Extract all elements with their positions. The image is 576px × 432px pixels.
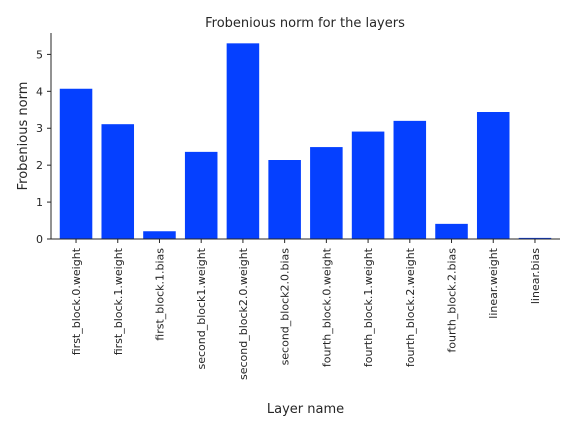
bar-7 — [351, 131, 385, 239]
bar-5 — [268, 160, 301, 239]
bar-11 — [518, 237, 552, 239]
x-tick-label-10: linear.weight — [487, 247, 500, 318]
bar-10 — [476, 112, 510, 239]
x-tick-label-4: second_block2.0.weight — [237, 247, 250, 380]
chart-title: Frobenious norm for the layers — [205, 16, 405, 31]
y-tick-label-0: 0 — [36, 233, 43, 246]
x-tick-label-6: fourth_block.0.weight — [320, 247, 333, 367]
x-tick-label-0: first_block.0.weight — [70, 247, 83, 355]
x-axis-ticks: first_block.0.weight first_block.1.weight… — [70, 239, 542, 380]
y-axis-ticks: 0 1 2 3 4 5 — [36, 48, 51, 246]
bar-0 — [59, 88, 93, 239]
y-tick-label-5: 5 — [36, 48, 43, 61]
y-tick-label-4: 4 — [36, 85, 43, 98]
bar-3 — [184, 151, 218, 239]
bars-group — [59, 43, 552, 240]
bar-1 — [101, 124, 135, 239]
y-axis-label: Frobenious norm — [16, 82, 31, 191]
x-tick-label-5: second_block2.0.bias — [279, 248, 292, 366]
y-tick-label-3: 3 — [36, 122, 43, 135]
bar-8 — [393, 120, 427, 239]
bar-2 — [143, 231, 176, 239]
bar-6 — [310, 147, 343, 239]
x-axis-label: Layer name — [267, 402, 344, 417]
y-tick-label-2: 2 — [36, 159, 43, 172]
bar-9 — [435, 223, 468, 239]
x-tick-label-7: fourth_block.1.weight — [362, 247, 375, 367]
x-tick-label-3: second_block1.weight — [195, 247, 208, 369]
bar-4 — [226, 43, 260, 240]
x-tick-label-2: first_block.1.bias — [153, 248, 166, 341]
x-tick-label-8: fourth_block.2.weight — [404, 247, 417, 367]
y-tick-label-1: 1 — [36, 196, 43, 209]
x-tick-label-9: fourth_block.2.bias — [446, 248, 459, 353]
x-tick-label-11: linear.bias — [529, 248, 542, 304]
x-tick-label-1: first_block.1.weight — [112, 247, 125, 355]
